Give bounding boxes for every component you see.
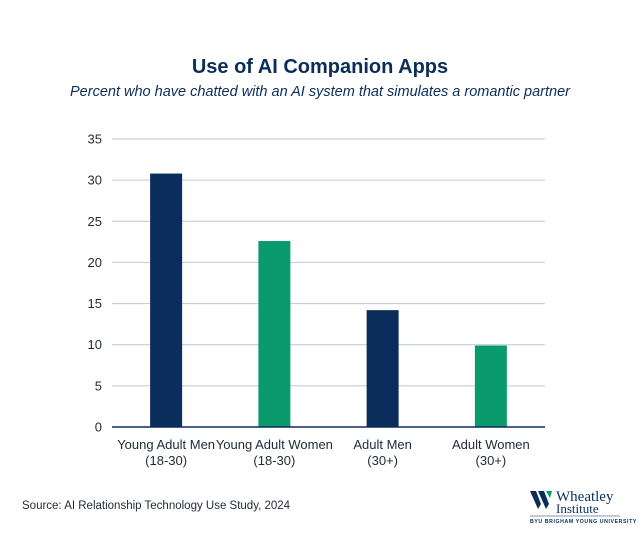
y-axis-tick-labels: 0 5 10 15 20 25 30 35 [88,132,102,435]
y-tick-label: 10 [88,337,102,352]
y-tick-label: 0 [95,420,102,435]
x-axis-category-labels: Young Adult Men(18-30)Young Adult Women(… [117,437,530,468]
logo-name-line1: Wheatley [556,489,614,505]
bars [150,173,507,427]
wheatley-w-icon [530,491,552,509]
y-tick-label: 15 [88,296,102,311]
y-tick-label: 25 [88,214,102,229]
y-tick-label: 5 [95,378,102,393]
source-note: Source: AI Relationship Technology Use S… [22,500,291,512]
x-category-label: Adult Women [452,437,530,452]
x-category-label: Young Adult Men [117,437,215,452]
x-category-label: (30+) [367,453,398,468]
x-category-label: (18-30) [253,453,295,468]
bar [150,173,183,427]
y-tick-label: 30 [88,173,102,188]
x-category-label: Adult Men [353,437,412,452]
bar [474,345,507,427]
bar [258,241,291,427]
wheatley-institute-logo: Wheatley Institute BYU BRIGHAM YOUNG UNI… [530,489,637,525]
y-tick-label: 20 [88,255,102,270]
y-tick-label: 35 [88,132,102,147]
logo-name-line2: Institute [556,501,599,516]
logo-university-line: BYU BRIGHAM YOUNG UNIVERSITY [530,519,637,525]
x-category-label: Young Adult Women [216,437,333,452]
chart-subtitle: Percent who have chatted with an AI syst… [70,84,571,100]
x-category-label: (30+) [476,453,507,468]
bar [366,310,399,427]
chart-title: Use of AI Companion Apps [192,56,448,78]
x-category-label: (18-30) [145,453,187,468]
gridlines [112,138,545,387]
